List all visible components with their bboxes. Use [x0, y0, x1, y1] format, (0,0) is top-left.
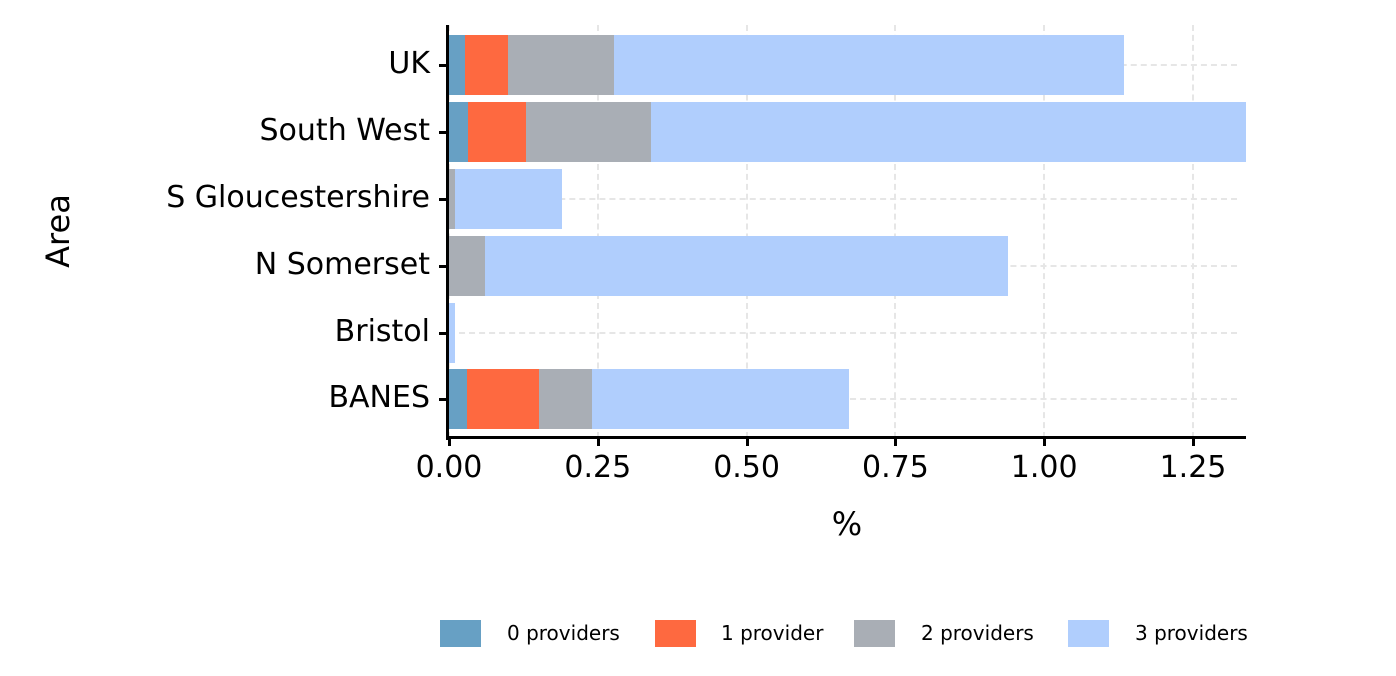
- x-tick-label: 0.25: [564, 450, 632, 485]
- bar-segment-0-providers: [449, 35, 466, 95]
- x-axis-line: [446, 436, 1246, 439]
- vertical-gridline: [596, 25, 599, 438]
- y-tick: [439, 398, 447, 401]
- bar-segment-0-providers: [449, 102, 469, 162]
- bar-segment-0-providers: [449, 369, 467, 429]
- x-tick: [894, 438, 898, 446]
- y-tick-label: UK: [388, 46, 430, 81]
- vertical-gridline: [448, 25, 450, 438]
- x-tick-label: 0.00: [415, 450, 483, 485]
- y-tick: [439, 265, 447, 268]
- legend-swatch: [655, 620, 696, 647]
- bar-segment-2-providers: [449, 169, 455, 229]
- bar-segment-3-providers: [449, 303, 455, 363]
- bar-segment-1-provider: [468, 102, 526, 162]
- vertical-gridline: [1043, 25, 1046, 438]
- bar-segment-3-providers: [613, 35, 1124, 95]
- horizontal-gridline: [449, 332, 1237, 334]
- legend-swatch: [440, 620, 481, 647]
- x-tick-label: 1.25: [1159, 450, 1227, 485]
- bar-s-gloucestershire: [449, 169, 563, 229]
- bar-segment-3-providers: [650, 102, 1246, 162]
- bar-segment-3-providers: [454, 169, 563, 229]
- bar-segment-2-providers: [449, 236, 485, 296]
- legend-label: 3 providers: [1135, 621, 1248, 645]
- bar-segment-2-providers: [538, 369, 592, 429]
- legend-label: 0 providers: [507, 621, 620, 645]
- x-axis-title: %: [831, 505, 863, 543]
- x-tick: [596, 438, 600, 446]
- x-tick-label: 1.00: [1010, 450, 1078, 485]
- x-tick: [448, 438, 451, 446]
- y-tick: [439, 198, 447, 201]
- legend-swatch: [1068, 620, 1109, 647]
- y-tick: [439, 64, 447, 67]
- y-tick-label: Bristol: [334, 314, 430, 349]
- horizontal-gridline: [449, 198, 1237, 200]
- bar-segment-1-provider: [466, 369, 539, 429]
- bar-segment-3-providers: [591, 369, 849, 429]
- vertical-gridline: [894, 25, 897, 438]
- x-tick: [1043, 438, 1047, 446]
- y-tick-label: S Gloucestershire: [166, 180, 430, 215]
- y-tick: [439, 131, 447, 134]
- bar-south-west: [449, 102, 1246, 162]
- bar-segment-2-providers: [507, 35, 614, 95]
- y-axis-line: [446, 25, 449, 440]
- x-tick: [745, 438, 749, 446]
- y-tick: [439, 332, 447, 335]
- bar-bristol: [449, 303, 455, 363]
- vertical-gridline: [745, 25, 748, 438]
- legend-swatch: [854, 620, 895, 647]
- y-tick-label: N Somerset: [254, 247, 430, 282]
- bar-segment-1-provider: [465, 35, 508, 95]
- legend-label: 1 provider: [721, 621, 824, 645]
- x-tick-label: 0.50: [713, 450, 780, 485]
- bar-uk: [449, 35, 1124, 95]
- bar-segment-3-providers: [484, 236, 1009, 296]
- y-axis-title: Area: [39, 194, 77, 268]
- bar-segment-2-providers: [525, 102, 651, 162]
- x-tick-label: 0.75: [861, 450, 929, 485]
- vertical-gridline: [1192, 25, 1194, 438]
- bar-banes: [449, 369, 849, 429]
- y-tick-label: BANES: [328, 380, 430, 415]
- x-tick: [1192, 438, 1195, 446]
- legend-label: 2 providers: [921, 621, 1034, 645]
- plot-area: [448, 25, 1246, 438]
- y-tick-label: South West: [259, 113, 430, 148]
- bar-n-somerset: [449, 236, 1009, 296]
